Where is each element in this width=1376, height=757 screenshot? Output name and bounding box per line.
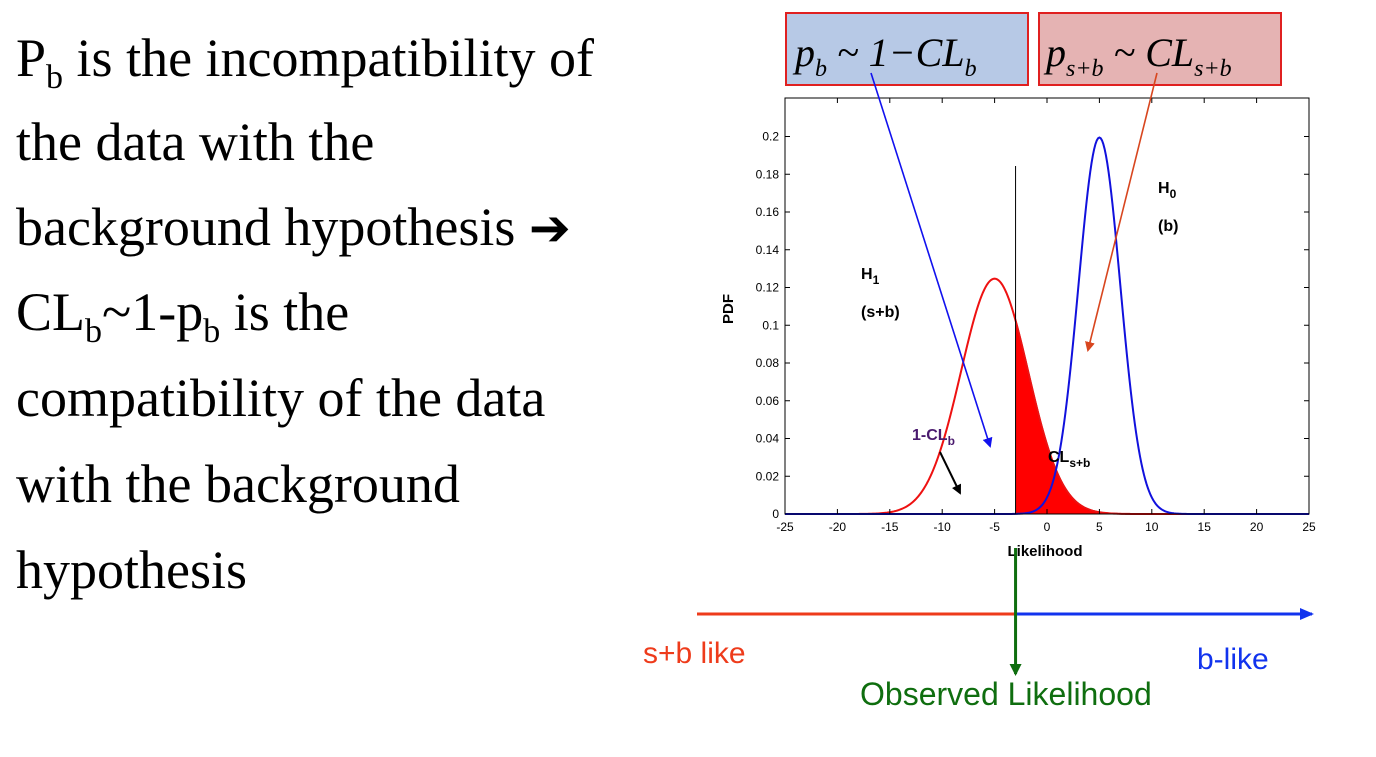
h0-hypothesis-label: (b): [1158, 218, 1178, 235]
formula-box-psb-background: [1038, 12, 1282, 86]
slide-line-5: compatibility of the data: [16, 368, 545, 428]
x-tick-label: -15: [881, 520, 899, 534]
b-like-label: b-like: [1197, 643, 1269, 676]
slide-line-4: CLb~1-pb is the: [16, 282, 349, 350]
formula-pb: pb ~ 1−CLb: [792, 30, 977, 82]
pdf-chart: -25 -20 -15 -10 -5 0 5 10 15 20 25 0 0.02 0.04 0.06 0.0…: [720, 97, 1316, 560]
x-tick-label: 25: [1302, 520, 1316, 534]
slide-body-text: Pb is the incompatibility of the data wit…: [16, 28, 594, 600]
formula-box-pb: pb ~ 1−CLb: [785, 12, 1029, 86]
y-tick-label: 0.2: [762, 130, 779, 144]
x-tick-label: 10: [1145, 520, 1159, 534]
observed-likelihood-label: Observed Likelihood: [860, 676, 1152, 712]
x-tick-label: -20: [829, 520, 847, 534]
x-tick-label: 20: [1250, 520, 1264, 534]
x-tick-label: -5: [989, 520, 1000, 534]
x-axis-label: Likelihood: [1008, 543, 1083, 560]
slide-line-6: with the background: [16, 454, 460, 514]
slide-line-1: Pb is the incompatibility of: [16, 28, 594, 96]
y-tick-label: 0.14: [756, 243, 780, 257]
y-tick-label: 0.16: [756, 205, 780, 219]
formula-psb: ps+b ~ CLs+b: [1043, 30, 1232, 82]
sb-like-label: s+b like: [643, 637, 746, 670]
chart-fill-regions: [785, 320, 1309, 515]
x-tick-label: -10: [934, 520, 952, 534]
formula-box-pb-background: [785, 12, 1029, 86]
y-tick-label: 0.08: [756, 356, 780, 370]
y-tick-label: 0.06: [756, 394, 780, 408]
y-tick-label: 0.12: [756, 281, 780, 295]
slide-line-7: hypothesis: [16, 540, 247, 600]
h1-curve-label: H1: [861, 266, 880, 287]
x-tick-label: 0: [1044, 520, 1051, 534]
y-tick-label: 0.04: [756, 432, 780, 446]
y-tick-label: 0: [772, 507, 779, 521]
formula-box-psb: ps+b ~ CLs+b: [1038, 12, 1282, 86]
x-tick-label: 15: [1198, 520, 1212, 534]
pb-pointer-arrow: [870, 72, 993, 448]
clsb-label: CLs+b: [1048, 449, 1090, 470]
one-minus-clb-arrow: [939, 451, 961, 495]
chart-ticks: -25 -20 -15 -10 -5 0 5 10 15 20 25 0 0.02 0.04 0.06 0.0…: [756, 98, 1316, 534]
h1-hypothesis-label: (s+b): [861, 304, 900, 321]
slide-line-2: the data with the: [16, 112, 374, 172]
y-axis-label: PDF: [720, 294, 737, 324]
likelihood-direction-axis: s+b like b-like Observed Likelihood: [643, 548, 1314, 712]
y-tick-label: 0.1: [762, 318, 779, 332]
h0-curve-label: H0: [1158, 180, 1177, 201]
psb-pointer-arrow: [1085, 72, 1158, 352]
y-tick-label: 0.18: [756, 167, 780, 181]
region-fill-clsb: [1015, 320, 1309, 514]
x-tick-label: 5: [1096, 520, 1103, 534]
one-minus-clb-label: 1-CLb: [912, 427, 955, 448]
x-tick-label: -25: [776, 520, 794, 534]
slide-line-3: background hypothesis ➔: [16, 197, 571, 257]
y-tick-label: 0.02: [756, 469, 780, 483]
